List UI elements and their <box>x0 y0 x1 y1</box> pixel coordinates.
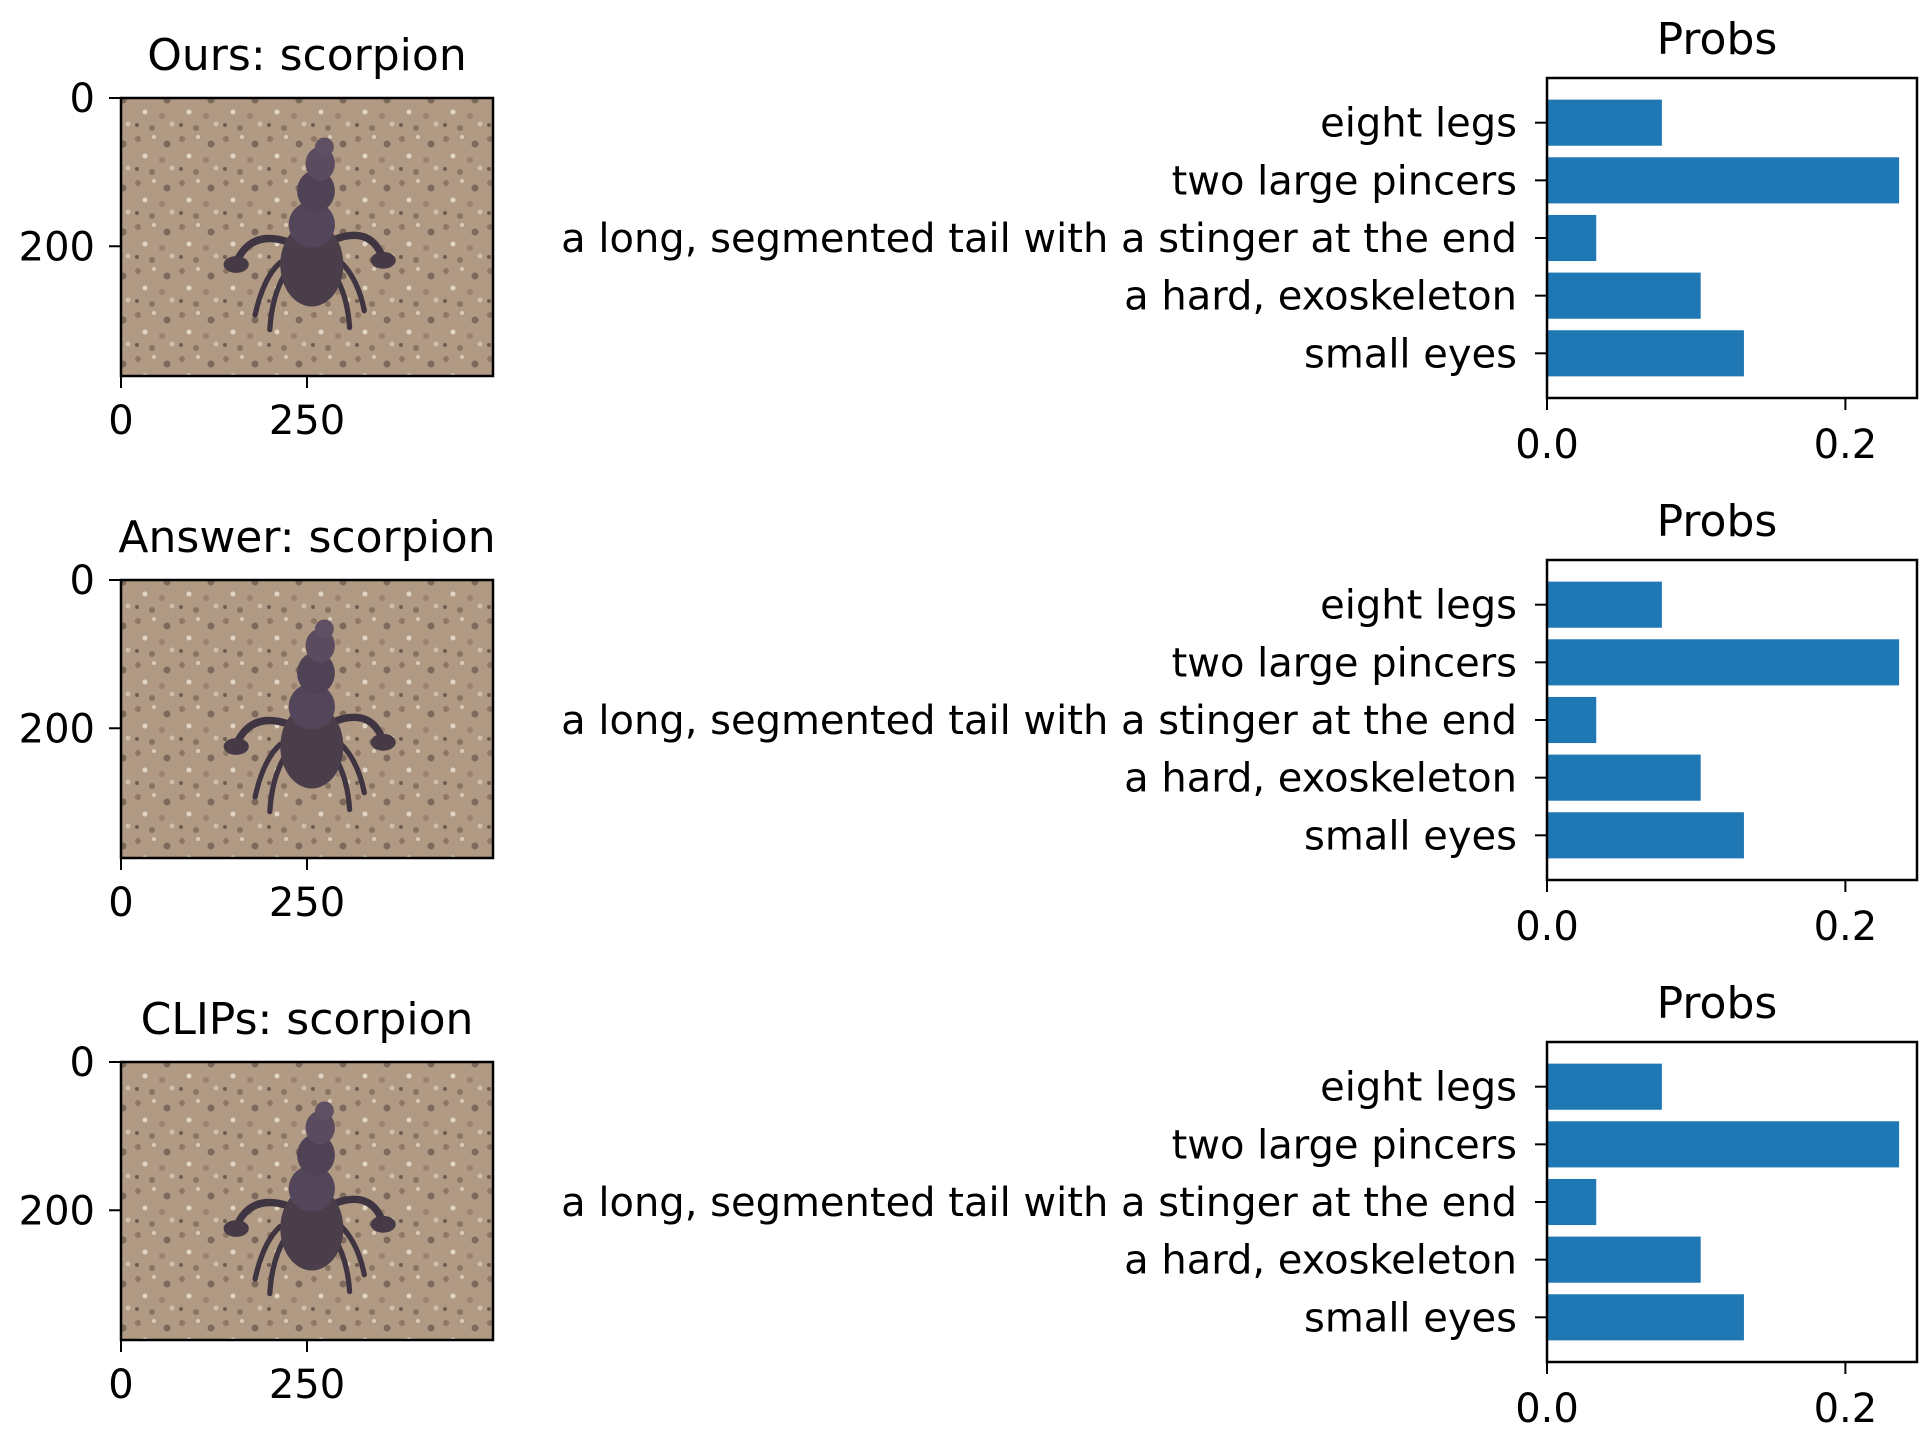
row-3: CLIPs: scorpion 0 250 0 200 Probs eight legs tw… <box>19 978 1919 1432</box>
bar-x-tick-label: 0.2 <box>1814 1386 1878 1432</box>
image-y-tick-label: 0 <box>70 1040 95 1086</box>
bar-category-label: a hard, exoskeleton <box>1124 274 1517 320</box>
image-panel: CLIPs: scorpion 0 250 0 200 <box>19 994 495 1408</box>
bar-chart-frame <box>1545 558 1919 882</box>
image-panel: Answer: scorpion 0 250 0 200 <box>19 512 496 926</box>
bar <box>1547 812 1744 859</box>
image-y-tick-label: 200 <box>19 706 95 752</box>
bar-x-tick-label: 0.2 <box>1814 904 1878 950</box>
bar-chart-title: Probs <box>1657 496 1778 547</box>
bar-category-label: small eyes <box>1304 331 1517 377</box>
image-x-tick-label: 250 <box>269 398 345 444</box>
bar <box>1547 696 1597 744</box>
image-x-tick-label: 250 <box>269 1362 345 1408</box>
bar-category-label: eight legs <box>1320 583 1517 629</box>
bar-category-label: eight legs <box>1320 1065 1517 1111</box>
bar-category-label: two large pincers <box>1172 1122 1517 1168</box>
bar-x-tick-label: 0.0 <box>1515 1386 1579 1432</box>
image-y-tick-label: 0 <box>70 76 95 122</box>
bar-chart-frame <box>1545 76 1919 400</box>
image-x-tick-label: 0 <box>108 880 133 926</box>
bar-category-label: a hard, exoskeleton <box>1124 756 1517 802</box>
bar-category-label: two large pincers <box>1172 640 1517 686</box>
bar <box>1547 99 1662 146</box>
row-2: Answer: scorpion 0 250 0 200 Probs eight legs t… <box>19 496 1919 950</box>
bar-chart-frame <box>1545 1040 1919 1364</box>
bar <box>1547 1178 1597 1226</box>
bar-chart-title: Probs <box>1657 14 1778 65</box>
image-panel-title: Answer: scorpion <box>118 512 495 563</box>
image-x-tick-label: 250 <box>269 880 345 926</box>
bar-x-tick-label: 0.0 <box>1515 422 1579 468</box>
probs-bar-chart: Probs eight legs two large pincers a long, … <box>561 978 1919 1432</box>
image-y-tick-label: 200 <box>19 224 95 270</box>
bar <box>1547 157 1900 204</box>
probs-bar-chart: Probs eight legs two large pincers a long, … <box>561 14 1919 468</box>
bar <box>1547 1236 1701 1283</box>
bar-category-label: a hard, exoskeleton <box>1124 1238 1517 1284</box>
image-panel-title: Ours: scorpion <box>147 30 466 81</box>
bar <box>1547 581 1662 628</box>
bar <box>1547 1294 1744 1341</box>
bar-category-label: a long, segmented tail with a stinger at… <box>561 698 1517 744</box>
bar-category-label: small eyes <box>1304 1295 1517 1341</box>
bar-x-tick-label: 0.0 <box>1515 904 1579 950</box>
bar <box>1547 639 1900 686</box>
bar <box>1547 272 1701 319</box>
bar-x-tick-label: 0.2 <box>1814 422 1878 468</box>
bar-category-label: eight legs <box>1320 101 1517 147</box>
bar <box>1547 1121 1900 1168</box>
image-x-tick-label: 0 <box>108 398 133 444</box>
bar-category-label: a long, segmented tail with a stinger at… <box>561 1180 1517 1226</box>
bar-category-label: two large pincers <box>1172 158 1517 204</box>
image-x-tick-label: 0 <box>108 1362 133 1408</box>
image-y-tick-label: 0 <box>70 558 95 604</box>
probs-bar-chart: Probs eight legs two large pincers a long, … <box>561 496 1919 950</box>
bar-category-label: a long, segmented tail with a stinger at… <box>561 216 1517 262</box>
bar-chart-title: Probs <box>1657 978 1778 1029</box>
row-1: Ours: scorpion 0 250 0 200 Probs eight legs two… <box>19 14 1919 468</box>
bar <box>1547 214 1597 262</box>
bar <box>1547 1063 1662 1110</box>
image-panel: Ours: scorpion 0 250 0 200 <box>19 30 495 444</box>
image-y-tick-label: 200 <box>19 1188 95 1234</box>
bar-category-label: small eyes <box>1304 813 1517 859</box>
bar <box>1547 754 1701 801</box>
image-panel-title: CLIPs: scorpion <box>141 994 474 1045</box>
bar <box>1547 330 1744 377</box>
